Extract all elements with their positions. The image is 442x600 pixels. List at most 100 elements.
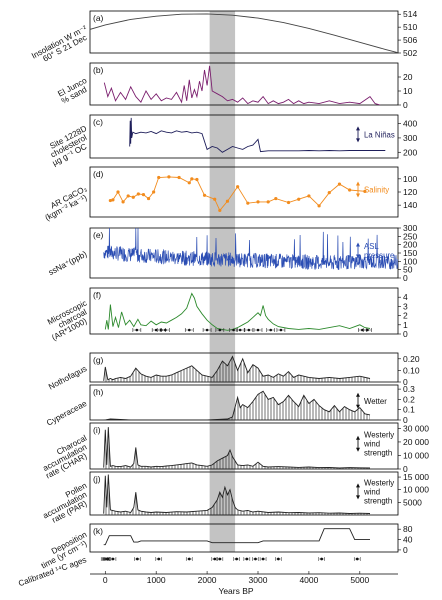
series-line bbox=[110, 176, 365, 212]
data-point bbox=[213, 197, 217, 201]
dating-dot bbox=[279, 328, 283, 332]
y-tick-label: 50 bbox=[403, 265, 413, 275]
panel-letter: (k) bbox=[93, 526, 103, 536]
y-tick-label: 10 bbox=[403, 86, 413, 96]
annotation-arrowheads bbox=[356, 392, 360, 409]
data-point bbox=[218, 208, 222, 213]
data-point bbox=[190, 177, 194, 181]
y-tick-label: 0 bbox=[403, 273, 408, 283]
y-tick-label: 400 bbox=[403, 119, 417, 129]
age-dot bbox=[276, 557, 280, 561]
age-dot bbox=[111, 557, 115, 561]
y-tick-label: 80 bbox=[403, 524, 413, 534]
annotation-label: La Niñas bbox=[364, 130, 395, 139]
y-tick-label: 0 bbox=[403, 329, 408, 339]
data-point bbox=[167, 175, 171, 179]
y-tick-label: 300 bbox=[403, 133, 417, 143]
panel-letter: (e) bbox=[93, 230, 104, 240]
series-line bbox=[104, 292, 371, 331]
data-point bbox=[108, 198, 112, 203]
age-dot bbox=[320, 557, 324, 561]
dating-dot bbox=[164, 328, 167, 332]
y-tick-label: 1 bbox=[403, 320, 408, 330]
y-tick-label: 0.20 bbox=[403, 354, 420, 364]
x-tick-label: 1000 bbox=[147, 575, 166, 585]
data-point bbox=[146, 196, 151, 201]
data-point bbox=[337, 182, 342, 186]
y-tick-label: 5000 bbox=[403, 497, 422, 507]
panel-e-series bbox=[103, 228, 398, 270]
annotation-arrowheads bbox=[356, 181, 360, 198]
data-point bbox=[266, 200, 270, 204]
data-point bbox=[187, 181, 191, 185]
panel-letter: (c) bbox=[93, 117, 103, 127]
dating-dot bbox=[232, 328, 235, 332]
data-point bbox=[131, 195, 135, 199]
age-dot bbox=[218, 557, 222, 561]
y-tick-label: 40 bbox=[403, 535, 413, 545]
panel-h-ylabel: Cyperaceae bbox=[45, 399, 89, 428]
annotation-label: wind bbox=[363, 487, 380, 496]
data-point bbox=[363, 189, 367, 193]
data-point bbox=[141, 193, 146, 197]
y-tick-label: 4 bbox=[403, 292, 408, 302]
panel-frame bbox=[89, 287, 399, 335]
age-dot bbox=[355, 557, 359, 561]
data-point bbox=[246, 201, 250, 205]
panel-letter: (f) bbox=[93, 290, 101, 300]
series-line bbox=[103, 228, 398, 270]
data-point bbox=[274, 196, 278, 201]
annotation-label: ASL bbox=[364, 242, 379, 251]
data-point bbox=[286, 200, 291, 205]
y-tick-label: 200 bbox=[403, 240, 417, 250]
panel-frame bbox=[89, 166, 399, 218]
y-tick-label: 250 bbox=[403, 231, 417, 241]
y-tick-label: 10 000 bbox=[403, 450, 429, 460]
y-tick-label: 0.3 bbox=[403, 384, 415, 394]
data-point bbox=[317, 204, 321, 208]
annotation-label: Salinity bbox=[364, 186, 389, 195]
data-point bbox=[177, 175, 181, 180]
data-point bbox=[116, 190, 120, 194]
age-dot bbox=[106, 557, 110, 561]
dating-dot bbox=[154, 328, 158, 332]
panel-a-series bbox=[90, 13, 398, 53]
data-point bbox=[307, 194, 311, 198]
y-tick-label: 510 bbox=[403, 22, 417, 32]
dating-dot bbox=[269, 328, 273, 332]
panel-k-series bbox=[103, 528, 370, 546]
x-tick-label: 2000 bbox=[198, 575, 217, 585]
data-point bbox=[157, 175, 161, 180]
panel-letter: (j) bbox=[93, 474, 101, 484]
panel-frame bbox=[89, 62, 399, 106]
age-dot bbox=[254, 557, 257, 561]
data-point bbox=[236, 185, 240, 189]
annotation-label: wind bbox=[363, 440, 380, 449]
panel-letter: (a) bbox=[93, 13, 104, 23]
y-tick-label: 0 bbox=[403, 545, 408, 555]
panel-g-series bbox=[103, 355, 371, 382]
y-tick-label: 20 000 bbox=[403, 437, 429, 447]
annotation-arrowheads bbox=[356, 126, 360, 143]
data-point bbox=[202, 193, 207, 197]
y-tick-label: 20 bbox=[403, 72, 413, 82]
series-line bbox=[90, 13, 398, 53]
panel-letter: (b) bbox=[93, 65, 104, 75]
data-point bbox=[348, 188, 352, 192]
x-tick-label: 0 bbox=[103, 575, 108, 585]
y-tick-label: 200 bbox=[403, 147, 417, 157]
y-tick-label: 10 000 bbox=[403, 485, 429, 495]
y-tick-label: 30 000 bbox=[403, 423, 429, 433]
annotation-label: strength bbox=[364, 496, 392, 505]
x-tick-label: 4000 bbox=[299, 575, 318, 585]
y-tick-label: 0 bbox=[403, 464, 408, 474]
series-line bbox=[103, 528, 370, 546]
dating-dot bbox=[218, 328, 222, 332]
annotation-label: strength bbox=[364, 449, 392, 458]
panel-j-series bbox=[103, 474, 371, 515]
panel-frame bbox=[89, 523, 399, 553]
dating-dot bbox=[135, 328, 139, 332]
y-tick-label: 0 bbox=[403, 377, 408, 387]
